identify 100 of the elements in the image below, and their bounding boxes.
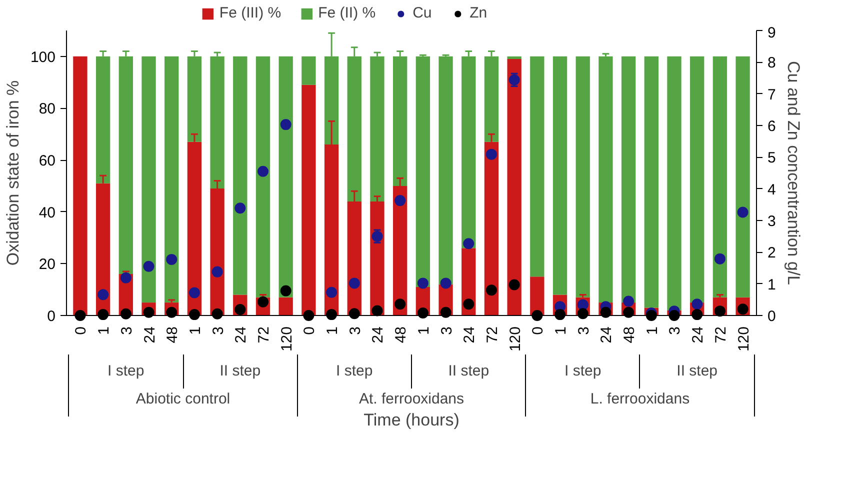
x-tick-label: 3 — [210, 326, 227, 335]
bar — [302, 56, 316, 85]
point — [166, 306, 178, 318]
x-tick-label: 3 — [118, 326, 136, 335]
y2-tick-label: 7 — [768, 86, 776, 104]
y-tick-label: 60 — [38, 152, 56, 170]
y2-tick-label: 3 — [768, 213, 776, 230]
y-tick-label: 20 — [38, 256, 56, 274]
legend-label: Zn — [470, 4, 488, 22]
bar — [392, 56, 408, 186]
point — [280, 119, 292, 130]
x-tick-label: 3 — [666, 326, 684, 335]
bar — [233, 56, 248, 295]
point — [188, 287, 200, 298]
point — [463, 298, 474, 310]
x-tick-label: 24 — [598, 326, 616, 344]
x-axis-title: Time (hours) — [364, 410, 460, 430]
y2-tick-label: 5 — [768, 150, 776, 167]
point — [486, 284, 497, 296]
bar — [507, 56, 522, 59]
y2-tick-label: 9 — [768, 24, 776, 42]
bar — [621, 56, 636, 303]
point — [714, 253, 726, 264]
point — [326, 309, 338, 320]
y2-tick-label: 1 — [768, 276, 776, 294]
bar — [302, 84, 316, 316]
bar — [712, 56, 728, 298]
x-tick-label: 3 — [575, 326, 592, 335]
y2-tick-label: 2 — [768, 244, 776, 262]
bar — [576, 56, 590, 298]
x-tick-label: 1 — [415, 326, 432, 335]
x-tick-label: 3 — [438, 326, 456, 335]
point — [143, 260, 154, 272]
bar — [484, 56, 499, 142]
point — [98, 309, 109, 320]
y2-tick-label: 4 — [768, 181, 776, 198]
bar — [73, 56, 88, 316]
y2-tick-label: 8 — [768, 54, 776, 72]
x-tick-label: 24 — [141, 326, 158, 344]
bar — [667, 56, 682, 310]
text: L. ferrooxidans — [590, 390, 690, 408]
bar — [256, 56, 270, 298]
point — [394, 195, 406, 206]
point — [463, 238, 474, 250]
text: I step — [108, 362, 144, 380]
text: I step — [564, 362, 602, 380]
point — [417, 307, 428, 318]
bar — [530, 276, 544, 316]
x-tick-label: 48 — [164, 326, 182, 344]
point — [394, 298, 406, 310]
x-tick-label: 120 — [735, 326, 752, 352]
bar — [278, 56, 293, 298]
bar — [278, 297, 293, 316]
bar — [690, 56, 704, 303]
x-tick-label: 24 — [370, 326, 387, 344]
point — [212, 308, 223, 320]
x-tick-label: 0 — [301, 326, 318, 335]
text: II step — [448, 362, 490, 380]
point — [623, 296, 634, 307]
bar — [187, 56, 202, 142]
bar — [438, 56, 453, 284]
bar — [462, 56, 476, 248]
point — [166, 254, 178, 265]
point — [737, 206, 748, 218]
y2-axis-title: Cu and Zn concentrantion g/L — [784, 61, 803, 285]
y2-tick-label: 6 — [768, 118, 776, 135]
bar — [416, 56, 430, 287]
x-tick-label: 72 — [255, 326, 272, 344]
point — [554, 309, 566, 320]
bar — [644, 56, 658, 308]
point — [532, 310, 543, 321]
x-tick-label: 72 — [484, 326, 501, 344]
text: II step — [220, 362, 261, 380]
point — [372, 305, 383, 316]
bar — [96, 56, 110, 184]
x-tick-label: 1 — [96, 326, 113, 335]
x-tick-label: 1 — [186, 326, 204, 335]
legend-label: Fe (II) % — [318, 4, 376, 22]
x-tick-label: 0 — [530, 326, 547, 335]
point — [348, 308, 360, 320]
bar — [210, 56, 224, 189]
text: At. ferrooxidans — [358, 390, 464, 408]
x-tick-label: 0 — [72, 326, 90, 335]
point — [668, 310, 680, 321]
point — [577, 308, 588, 320]
bar — [164, 56, 179, 303]
point — [120, 308, 132, 320]
point — [440, 306, 452, 318]
x-tick-label: 24 — [461, 326, 478, 344]
point — [303, 310, 314, 321]
point — [188, 309, 200, 320]
point — [257, 166, 268, 177]
bar — [370, 56, 384, 202]
x-tick-label: 120 — [278, 326, 296, 352]
point — [98, 289, 109, 300]
point — [417, 278, 428, 289]
point — [692, 298, 703, 310]
bar — [118, 56, 133, 274]
point — [600, 306, 612, 318]
x-tick-label: 1 — [644, 326, 661, 335]
